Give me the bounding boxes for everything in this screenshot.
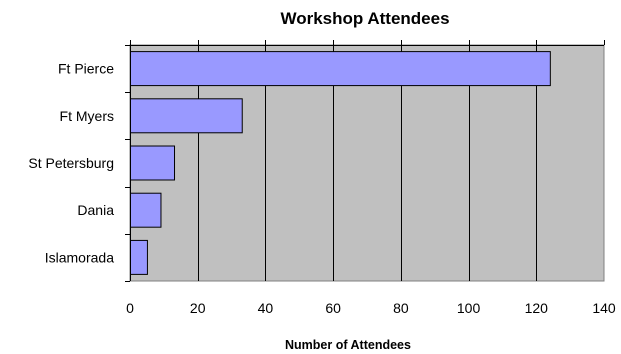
y-axis: Ft Pierce Ft Myers St Petersburg Dania Islam… [28, 45, 131, 282]
x-axis-label: Number of Attendees [285, 338, 411, 352]
x-tick-label: 0 [126, 300, 134, 316]
x-tick-label: 40 [258, 300, 274, 316]
y-category-label: Islamorada [45, 249, 114, 265]
y-category-label: Ft Myers [60, 108, 114, 124]
bar [130, 98, 243, 134]
bars [130, 51, 551, 275]
bar [130, 145, 176, 181]
x-tick-label: 120 [525, 300, 549, 316]
chart-title: Workshop Attendees [280, 9, 449, 28]
x-tick-label: 60 [325, 300, 341, 316]
bar [130, 239, 148, 275]
bar [130, 51, 551, 87]
y-category-label: St Petersburg [28, 155, 114, 171]
x-tick-label: 80 [393, 300, 409, 316]
y-category-label: Dania [77, 202, 114, 218]
x-tick-label: 140 [592, 300, 616, 316]
x-axis: 0 20 40 60 80 100 120 140 [126, 40, 616, 316]
x-tick-label: 20 [190, 300, 206, 316]
y-category-label: Ft Pierce [58, 61, 114, 77]
bar [130, 192, 162, 228]
x-tick-label: 100 [457, 300, 481, 316]
